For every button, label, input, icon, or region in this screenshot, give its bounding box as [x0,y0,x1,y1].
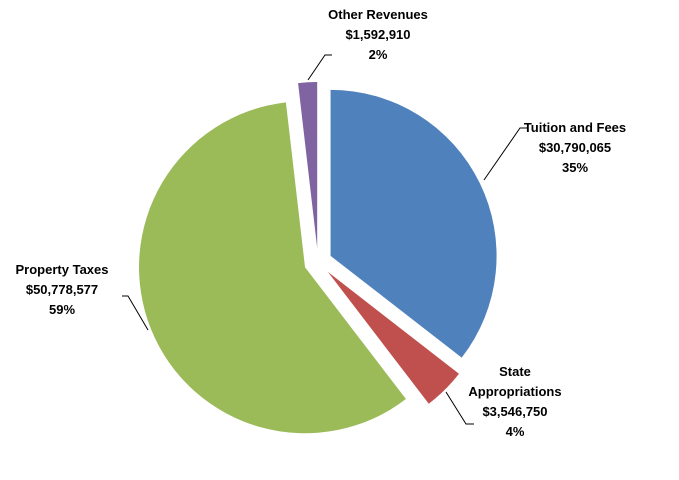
percentage-label: 4% [505,424,525,439]
category-label: Tuition and Fees [523,120,627,135]
slice-label: Tuition and Fees $30,790,065 35% [510,118,640,178]
percentage-label: 2% [368,47,388,62]
leader-line [483,127,528,181]
slice-label: State Appropriations $3,546,750 4% [460,362,570,442]
pie-slice [330,89,497,358]
pie-slice [298,82,318,249]
value-label: $50,778,577 [25,282,99,297]
value-label: $1,592,910 [345,27,411,42]
leader-line [122,295,149,331]
pie-slice [139,102,406,434]
percentage-label: 59% [48,302,76,317]
value-label: $30,790,065 [538,140,612,155]
leader-line [445,391,474,425]
category-label: State Appropriations [468,364,562,399]
slice-label: Other Revenues $1,592,910 2% [318,5,438,65]
value-label: $3,546,750 [482,404,548,419]
category-label: Property Taxes [15,262,109,277]
pie-slice [327,271,459,404]
leader-line [307,54,332,81]
percentage-label: 35% [561,160,589,175]
category-label: Other Revenues [328,7,428,22]
slice-label: Property Taxes $50,778,577 59% [0,260,124,320]
